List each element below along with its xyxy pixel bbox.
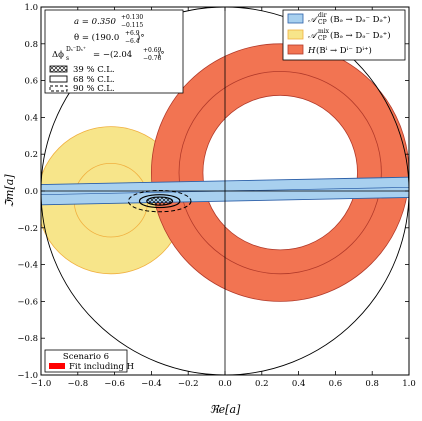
x-tick-label: −0.8 [67,379,88,389]
fit-contour-90 [127,189,192,213]
y-tick-label: 0.6 [24,77,38,87]
x-tick-label: −0.2 [178,379,199,389]
scenario-entry: Fit including H [69,362,134,372]
h-ring-outer-contour [151,43,409,302]
x-tick-label: 0.4 [292,379,306,389]
legend-label-h: H [307,46,316,56]
cl-legend-label-68: 68 % C.L. [73,75,115,85]
observable-legend: 𝒜 dir CP (Bₔ → Dₔ⁻ Dₔ⁺) 𝒜 mix CP (Bₔ → D… [282,9,406,61]
x-tick-label: −0.6 [104,379,125,389]
h-ring-mid-contour [178,71,382,275]
x-tick-label: 0.8 [365,379,379,389]
info-dphi-unit: )° [157,49,165,60]
x-tick-label: −0.4 [141,379,162,389]
cl-legend-label-39: 39 % C.L. [73,65,115,75]
legend-swatch-dir [287,13,304,24]
x-axis-label: ℜe[a] [210,403,241,416]
y-tick-label: −1.0 [17,371,38,381]
info-theta-up: +6.9 [125,30,140,37]
info-dphi: Δϕ [52,50,64,60]
info-dphi-dn: −0.78 [143,55,162,62]
legend-sup-dir: dir [318,12,327,19]
h-ring-region [151,43,409,302]
y-tick-label: 0.2 [24,150,38,160]
info-a-dn: −0.115 [121,22,143,29]
info-theta-dn: −6.4 [125,38,140,45]
legend-arg-h: (Bⁱ → Dⁱ⁻ Dⁱ⁺) [316,45,372,56]
x-tick-label: 0.0 [218,379,232,389]
legend-swatch-mix [287,29,304,40]
info-dphi-sub: s [66,55,69,62]
y-tick-label: −0.4 [17,261,38,271]
x-tick-label: 0.6 [329,379,343,389]
legend-label-dir: 𝒜 [308,15,319,25]
legend-arg-dir: (Bₔ → Dₔ⁻ Dₔ⁺) [330,14,391,25]
info-a: a = 0.350 [74,17,117,27]
legend-sub-mix: CP [318,35,327,42]
cl-legend-swatch-90 [49,85,68,92]
legend-label-mix: 𝒜 [308,31,319,41]
y-tick-group: 1.0 0.8 0.6 0.4 0.2 0.0 −0.2 −0.4 −0.6 −0.8 −1.0 [17,3,409,381]
cl-legend-swatch-39 [49,65,68,73]
info-theta: θ = (190.0 [74,32,119,43]
info-dphi-up: +0.69 [143,47,162,54]
y-tick-label: 0.0 [24,187,38,197]
info-theta-unit: )° [137,32,145,43]
x-tick-label: 1.0 [402,379,416,389]
fit-contour-68 [138,194,181,209]
legend-swatch-h [287,44,304,55]
scenario-swatch [49,363,65,369]
x-tick-label: 0.2 [255,379,269,389]
y-tick-label: −0.8 [17,334,38,344]
fit-contour-39 [146,196,174,206]
info-a-up: +0.130 [121,14,143,21]
y-tick-label: −0.6 [17,297,38,307]
info-box: a = 0.350 +0.130 −0.115 θ = (190.0 +6.9 … [44,9,184,94]
legend-arg-mix: (Bₔ → Dₔ⁻ Dₔ⁺) [330,30,391,41]
y-tick-label: −0.2 [17,224,38,234]
y-axis-label: ℑm[a] [3,174,16,208]
cl-legend-swatch-68 [49,75,68,83]
scenario-box: Scenario 6 Fit including H [44,349,134,373]
info-box-frame [44,9,184,94]
legend-sub-dir: CP [318,19,327,26]
legend-sup-mix: mix [318,28,330,35]
y-tick-label: 1.0 [24,3,38,13]
info-dphi-sup: Dₛ⁻Dₛ⁺ [66,46,86,53]
y-tick-label: 0.4 [24,113,38,123]
scenario-title: Scenario 6 [63,352,109,362]
h-ring-inner-contour [202,94,358,251]
x-tick-label: −1.0 [31,379,52,389]
cl-legend-label-90: 90 % C.L. [73,84,115,94]
y-tick-label: 0.8 [24,40,38,50]
scenario-box-frame [44,349,128,373]
x-tick-group: −1.0 −0.8 −0.6 −0.4 −0.2 0.0 0.2 0.4 0.6 0.8 1.0 [31,7,416,389]
info-dphi-val: = −(2.04 [93,49,132,60]
